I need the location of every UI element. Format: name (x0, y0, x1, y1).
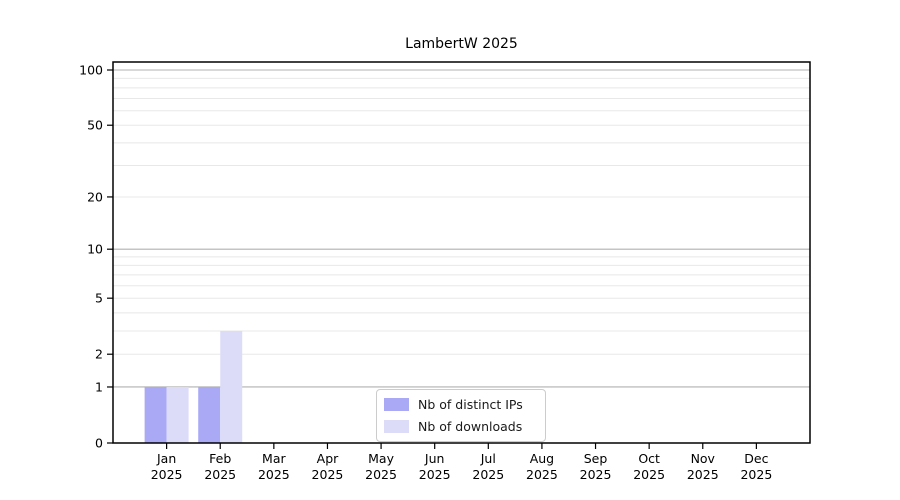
x-tick-label-month: Nov (691, 451, 716, 466)
bar-downloads (220, 330, 243, 443)
y-tick-label: 10 (87, 242, 103, 257)
plot-frame (112, 61, 811, 444)
y-tick-label: 5 (95, 291, 103, 306)
legend-swatch-downloads (384, 420, 409, 433)
x-tick-label-month: Dec (744, 451, 768, 466)
x-tick-label-year: 2025 (526, 467, 558, 482)
legend-item-downloads: Nb of downloads (384, 419, 536, 434)
y-tick-label: 100 (79, 63, 103, 78)
bar-downloads (166, 386, 189, 443)
x-tick-label-month: Jun (424, 451, 445, 466)
x-tick-label-year: 2025 (472, 467, 504, 482)
x-tick-label-year: 2025 (633, 467, 665, 482)
x-tick-label-year: 2025 (151, 467, 183, 482)
y-tick-label: 1 (95, 379, 103, 394)
legend-item-distinct-ips: Nb of distinct IPs (384, 397, 536, 412)
x-tick-label-year: 2025 (419, 467, 451, 482)
x-tick-label-year: 2025 (204, 467, 236, 482)
x-tick-label-month: Mar (262, 451, 286, 466)
legend-swatch-distinct-ips (384, 398, 409, 411)
y-tick-label: 50 (87, 118, 103, 133)
x-tick-label-month: Jan (156, 451, 176, 466)
x-tick-label-year: 2025 (580, 467, 612, 482)
legend: Nb of distinct IPs Nb of downloads (376, 389, 546, 442)
x-tick-label-month: Feb (209, 451, 231, 466)
x-tick-label-year: 2025 (258, 467, 290, 482)
x-tick-label-month: Oct (638, 451, 660, 466)
x-tick-label-month: Sep (584, 451, 608, 466)
bar-distinct-ips (198, 386, 221, 443)
x-tick-label-month: Apr (317, 451, 339, 466)
bar-distinct-ips (144, 386, 167, 443)
x-tick-label-month: Aug (530, 451, 554, 466)
legend-label-distinct-ips: Nb of distinct IPs (418, 397, 523, 412)
x-tick-label-year: 2025 (365, 467, 397, 482)
x-tick-label-year: 2025 (740, 467, 772, 482)
y-tick-label: 2 (95, 347, 103, 362)
chart-title: LambertW 2025 (405, 36, 518, 52)
y-tick-label: 0 (95, 436, 103, 451)
x-tick-label-year: 2025 (687, 467, 719, 482)
x-tick-label-year: 2025 (312, 467, 344, 482)
legend-label-downloads: Nb of downloads (418, 419, 523, 434)
x-tick-label-month: May (368, 451, 394, 466)
x-tick-label-month: Jul (480, 451, 496, 466)
y-tick-label: 20 (87, 189, 103, 204)
